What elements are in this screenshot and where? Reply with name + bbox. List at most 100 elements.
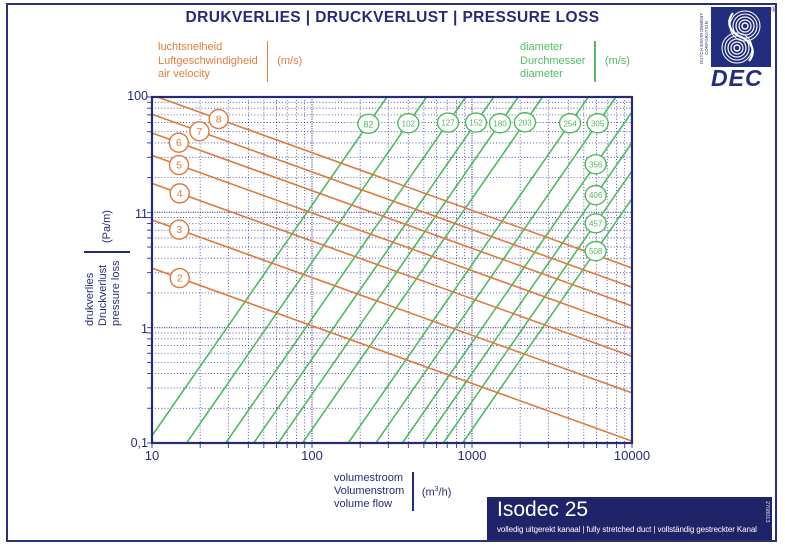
velocity-label-8-value: 8 xyxy=(216,114,222,126)
legend-velocity: luchtsnelheid Luftgeschwindigheid air ve… xyxy=(158,41,302,82)
velocity-label-6-circle xyxy=(168,132,189,153)
diameter-label-203-value: 203 xyxy=(518,118,532,127)
y-axis-title-labels: drukverlies Druckverlust pressure loss xyxy=(84,261,130,326)
x-axis-unit: (m3/h) xyxy=(422,483,452,500)
y-axis-title-divider xyxy=(84,251,130,253)
diameter-label-82-value: 82 xyxy=(363,119,373,129)
diameter-line-508 xyxy=(461,198,633,444)
legend-velocity-divider xyxy=(266,41,269,82)
diameter-line-127 xyxy=(225,96,467,444)
velocity-label-3-circle xyxy=(169,219,190,240)
dec-logo-brand: DEC xyxy=(711,65,763,91)
diameter-label-102-value: 102 xyxy=(402,119,416,128)
dec-logo-swirl xyxy=(711,7,771,67)
diameter-label-102-circle xyxy=(397,113,420,134)
velocity-line-3 xyxy=(151,219,633,394)
legend-diameter-line2: Durchmesser xyxy=(520,54,586,67)
velocity-line-8 xyxy=(157,96,633,269)
velocity-label-7-value: 7 xyxy=(197,126,203,138)
y-axis-label-de: Druckverlust xyxy=(97,264,109,326)
line-labels: 82 102 127 152 180 203 254 305 356 406 457 508 8 7 6 5 4… xyxy=(168,108,609,289)
y-tick-1: 1 xyxy=(141,322,148,336)
diameter-label-180-value: 180 xyxy=(493,119,507,128)
diameter-label-82-circle xyxy=(357,113,380,135)
document-code: 2708013 xyxy=(764,501,770,523)
axis-ticks xyxy=(147,96,633,448)
x-axis-label-en: volume flow xyxy=(334,498,393,510)
diameter-label-305-circle xyxy=(586,113,609,134)
velocity-line-4 xyxy=(151,182,633,358)
product-bar: Isodec 25 volledig uitgerekt kanaal | fu… xyxy=(487,497,772,540)
x-axis-unit-sup: 3 xyxy=(434,486,439,494)
plot-frame xyxy=(150,95,634,445)
velocity-label-7-circle xyxy=(189,121,210,142)
diameter-line-180 xyxy=(277,96,519,444)
diameter-label-508-value: 508 xyxy=(589,247,603,256)
y-tick-0-1: 0,1 xyxy=(130,436,148,450)
velocity-label-2-circle xyxy=(169,267,190,289)
legend-diameter-unit: (m/s) xyxy=(604,54,630,67)
diameter-label-152-value: 152 xyxy=(469,119,483,128)
x-axis-title-divider xyxy=(412,472,414,511)
diameter-label-508-circle xyxy=(584,240,607,262)
diameter-label-152-circle xyxy=(464,112,488,133)
x-tick-100: 100 xyxy=(301,448,323,463)
diameter-label-180-circle xyxy=(488,113,512,134)
legend-velocity-labels: luchtsnelheid Luftgeschwindigheid air ve… xyxy=(158,41,258,82)
diameter-line-305 xyxy=(375,96,617,444)
diameter-line-203 xyxy=(301,96,544,444)
registered-mark: ® xyxy=(771,5,777,14)
dec-logo: DUTCH ENVIRONMENT CORPORATION DEC ® xyxy=(699,5,777,92)
x-tick-10000: 10000 xyxy=(613,448,651,463)
x-axis-title: volumestroom Volumenstrom volume flow (m… xyxy=(334,472,451,511)
diameter-line-152 xyxy=(253,96,495,444)
legend-diameter-divider xyxy=(594,41,596,82)
legend-velocity-line2: Luftgeschwindigheid xyxy=(158,54,258,67)
velocity-label-2-value: 2 xyxy=(177,273,183,285)
diameter-label-457-value: 457 xyxy=(589,219,603,228)
legend-diameter: diameter Durchmesser diameter (m/s) xyxy=(520,41,630,82)
y-axis-label-en: pressure loss xyxy=(110,260,122,326)
velocity-line-5 xyxy=(151,154,633,330)
x-tick-10: 10 xyxy=(144,448,160,463)
legend-diameter-line3: diameter xyxy=(520,68,563,80)
diameter-label-457-circle xyxy=(584,213,607,234)
velocity-label-4-circle xyxy=(169,183,190,204)
diameter-label-127-circle xyxy=(436,112,460,133)
velocity-label-3-value: 3 xyxy=(176,224,182,236)
page-title: DRUKVERLIES | DRUCKVERLUST | PRESSURE LO… xyxy=(185,9,600,26)
legend-diameter-line1: diameter xyxy=(520,41,563,53)
velocity-lines xyxy=(151,96,633,442)
y-tick-100: 100 xyxy=(127,89,148,103)
velocity-line-2 xyxy=(151,267,633,442)
velocity-label-5-value: 5 xyxy=(176,160,182,172)
diameter-label-203-circle xyxy=(513,112,537,133)
legend-diameter-labels: diameter Durchmesser diameter xyxy=(520,41,585,82)
diameter-line-82 xyxy=(151,96,388,437)
product-subtitle: volledig uitgerekt kanaal | fully stretc… xyxy=(497,525,757,534)
x-axis-title-labels: volumestroom Volumenstrom volume flow xyxy=(334,472,404,511)
legend-velocity-line1: luchtsnelheid xyxy=(158,41,223,53)
diameter-label-356-value: 356 xyxy=(589,160,603,169)
diameter-label-406-value: 406 xyxy=(589,191,603,200)
diameter-label-127-value: 127 xyxy=(441,119,455,128)
velocity-label-4-value: 4 xyxy=(177,188,183,200)
diameter-line-102 xyxy=(185,96,428,444)
diameter-lines xyxy=(151,96,633,444)
x-axis-unit-suffix: /h) xyxy=(438,486,452,499)
x-axis-label-de: Volumenstrom xyxy=(334,485,405,497)
y-axis-title: drukverlies Druckverlust pressure loss (… xyxy=(84,189,130,347)
diameter-label-406-circle xyxy=(584,184,607,206)
velocity-label-6-value: 6 xyxy=(176,137,182,149)
diameter-label-254-circle xyxy=(558,113,582,134)
velocity-label-5-circle xyxy=(168,154,190,176)
product-name: Isodec 25 xyxy=(497,498,589,521)
velocity-line-6 xyxy=(151,132,633,307)
y-axis-label-nl: drukverlies xyxy=(84,272,96,326)
y-axis-unit: (Pa/m) xyxy=(100,210,113,244)
diameter-label-305-value: 305 xyxy=(591,119,605,128)
velocity-line-7 xyxy=(151,113,633,288)
diameter-label-356-circle xyxy=(584,154,607,175)
x-axis-unit-prefix: (m xyxy=(421,486,435,499)
